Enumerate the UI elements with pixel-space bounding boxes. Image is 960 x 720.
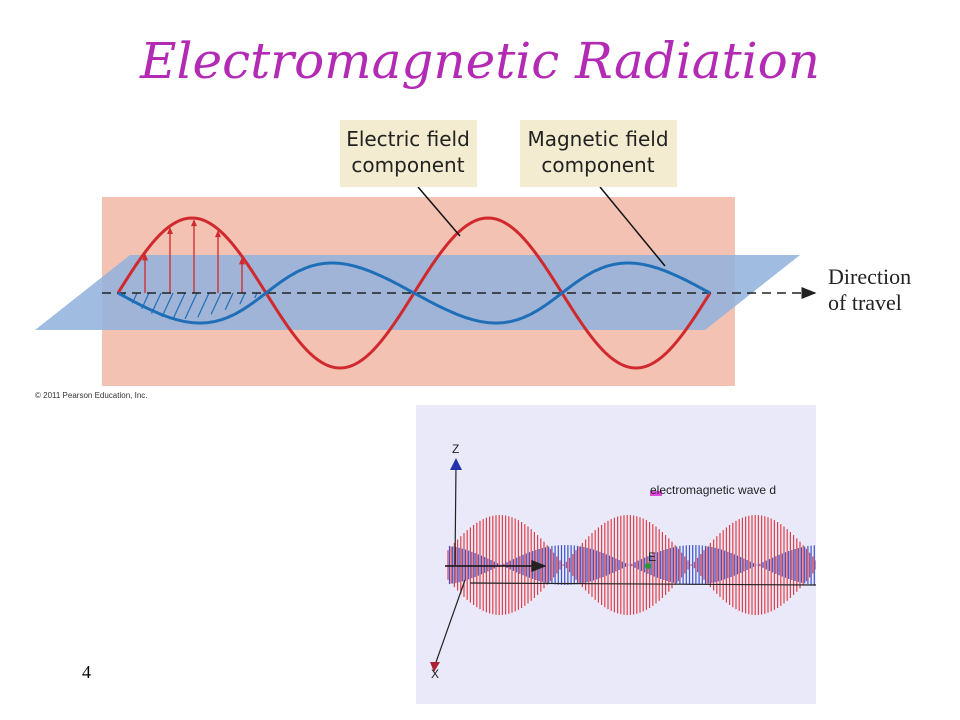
x-label: X bbox=[431, 667, 439, 681]
arrow-head bbox=[239, 257, 245, 265]
callout-box bbox=[520, 120, 677, 187]
y-axis bbox=[469, 582, 816, 586]
arrow-head bbox=[215, 230, 221, 238]
direction-label: of travel bbox=[828, 290, 902, 315]
title: Electromagnetic Radiation bbox=[139, 32, 820, 90]
axis-arrow bbox=[450, 458, 462, 470]
arrow-head bbox=[142, 253, 148, 261]
b-vector bbox=[254, 292, 258, 299]
b-vector bbox=[210, 292, 222, 315]
callout-text: component bbox=[351, 153, 464, 177]
copyright: © 2011 Pearson Education, Inc. bbox=[35, 391, 147, 400]
callout-text: Magnetic field bbox=[527, 127, 668, 151]
z-label: Z bbox=[452, 442, 459, 456]
axis-arrow bbox=[430, 662, 440, 672]
x-axis bbox=[434, 579, 466, 666]
b-vector bbox=[184, 292, 198, 320]
marker-dot bbox=[645, 563, 651, 569]
arrow-head bbox=[167, 227, 173, 235]
simulation-image: Z X E electromagnetic wave d bbox=[416, 405, 816, 704]
b-vector bbox=[172, 292, 186, 319]
legend-text: electromagnetic wave d bbox=[650, 483, 776, 497]
b-vector bbox=[197, 292, 210, 318]
image-background bbox=[416, 405, 816, 704]
leader-line bbox=[599, 186, 666, 267]
b-vector bbox=[161, 292, 174, 318]
callout-text: component bbox=[541, 153, 654, 177]
magnetic-wave bbox=[117, 261, 711, 325]
callout-box bbox=[340, 120, 477, 187]
direction-label: Direction bbox=[828, 264, 911, 289]
wave-figure: Electric field component Magnetic field … bbox=[35, 120, 911, 400]
leader-line bbox=[417, 186, 461, 237]
slide-number: 4 bbox=[82, 662, 91, 682]
b-vector bbox=[224, 292, 234, 311]
legend-swatch bbox=[650, 491, 662, 496]
e-label: E bbox=[648, 550, 656, 564]
callout-text: Electric field bbox=[346, 127, 470, 151]
b-vector bbox=[239, 292, 246, 305]
arrow-head bbox=[191, 219, 197, 227]
z-axis bbox=[454, 464, 457, 566]
